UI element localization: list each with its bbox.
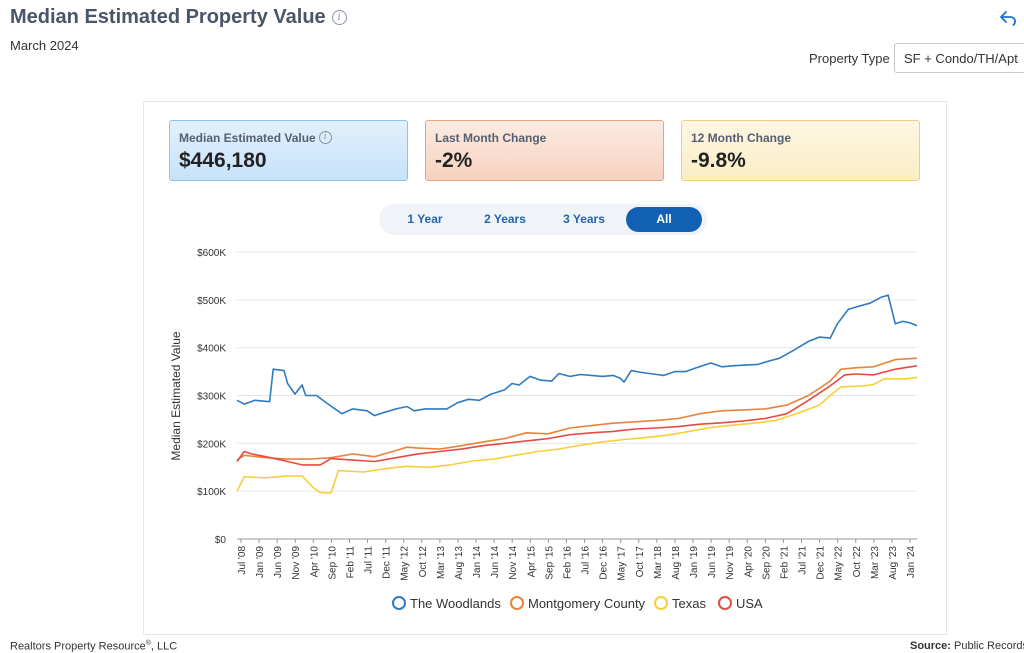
x-tick-label: Jun '14 — [490, 546, 501, 578]
card-value: -2% — [435, 149, 473, 172]
x-tick-label: Jan '24 — [906, 546, 917, 578]
y-tick-label: $300K — [197, 392, 226, 403]
chart-panel — [143, 101, 947, 635]
x-tick-label: Nov '09 — [291, 546, 302, 580]
tab-1-year[interactable]: 1 Year — [407, 212, 443, 226]
series-line-usa — [236, 365, 918, 466]
property-type-label: Property Type — [809, 51, 890, 66]
info-icon[interactable]: i — [318, 131, 332, 144]
x-tick-label: May '12 — [400, 546, 411, 581]
legend-marker — [718, 596, 732, 610]
x-tick-label: Feb '11 — [345, 546, 356, 579]
tab-3-years[interactable]: 3 Years — [563, 212, 605, 226]
x-tick-label: Dec '11 — [382, 546, 393, 579]
x-tick-label: Apr '20 — [743, 546, 754, 578]
legend-label: Montgomery County — [528, 596, 646, 611]
legend-label: USA — [736, 596, 763, 611]
x-tick-label: Feb '16 — [562, 546, 573, 579]
share-icon[interactable] — [998, 8, 1018, 28]
x-tick-label: Jan '14 — [472, 546, 483, 578]
x-tick-label: Jan '19 — [689, 546, 700, 578]
card-label: Median Estimated Value i — [179, 131, 398, 145]
x-tick-label: Nov '14 — [508, 546, 519, 580]
page-title: Median Estimated Property Value i — [10, 6, 347, 29]
x-tick-label: Jul '08 — [237, 546, 248, 575]
x-tick-label: Nov '19 — [725, 546, 736, 580]
x-axis-ticks: Jul '08 Jan '09 Jun '09 Nov '09 Apr '10 Sep '… — [237, 539, 917, 581]
tab-all[interactable]: All — [626, 207, 702, 232]
y-tick-label: $500K — [197, 296, 226, 307]
x-tick-label: Dec '21 — [816, 546, 827, 580]
x-tick-label: May '22 — [834, 546, 845, 581]
legend-item-usa[interactable]: USA — [718, 596, 763, 611]
legend-item-texas[interactable]: Texas — [654, 596, 706, 611]
series-line-montgomery-county — [236, 357, 918, 461]
x-tick-label: Aug '18 — [671, 546, 682, 580]
x-tick-label: Jun '19 — [707, 546, 718, 578]
x-tick-label: Oct '17 — [635, 546, 646, 578]
series-line-texas — [236, 376, 918, 494]
median-value-card: Median Estimated Value i $446,180 — [169, 120, 408, 181]
grid — [237, 251, 917, 540]
y-tick-label: $200K — [197, 439, 226, 450]
x-tick-label: Aug '13 — [454, 546, 465, 580]
x-tick-label: Oct '12 — [418, 546, 429, 578]
x-tick-label: Sep '20 — [761, 546, 772, 580]
x-tick-label: Oct '22 — [852, 546, 863, 578]
x-tick-label: Jul '16 — [581, 546, 592, 575]
x-tick-label: Jul '11 — [364, 546, 375, 574]
legend-label: Texas — [672, 596, 706, 611]
x-tick-label: Apr '15 — [526, 546, 537, 578]
time-range-tabs: 1 Year 2 Years 3 Years All — [379, 204, 707, 235]
x-tick-label: Sep '10 — [327, 546, 338, 580]
legend-marker — [510, 596, 524, 610]
page-subtitle: March 2024 — [10, 38, 79, 53]
legend-marker — [392, 596, 406, 610]
x-tick-label: Jul '21 — [798, 546, 809, 575]
card-label: Last Month Change — [435, 131, 547, 145]
legend-marker — [654, 596, 668, 610]
y-axis-ticks: $0 $100K $200K $300K $400K $500K $600K — [197, 248, 226, 546]
series-line-the-woodlands — [236, 294, 918, 417]
x-tick-label: Aug '23 — [888, 546, 899, 580]
x-tick-label: Mar '13 — [436, 546, 447, 579]
series-lines — [236, 294, 918, 494]
y-axis-label: Median Estimated Value — [169, 331, 183, 461]
x-tick-label: Dec '16 — [599, 546, 610, 580]
info-icon[interactable]: i — [331, 10, 347, 26]
y-tick-label: $100K — [197, 487, 226, 498]
x-tick-label: Mar '23 — [870, 546, 881, 579]
x-tick-label: Mar '18 — [653, 546, 664, 579]
card-value: -9.8% — [691, 149, 746, 172]
y-tick-label: $600K — [197, 248, 226, 259]
last-month-change-card: Last Month Change -2% — [425, 120, 664, 181]
legend-item-montgomery-county[interactable]: Montgomery County — [510, 596, 645, 611]
x-tick-label: May '17 — [617, 546, 628, 581]
twelve-month-change-card: 12 Month Change -9.8% — [681, 120, 920, 181]
y-tick-label: $0 — [215, 535, 227, 546]
footer-brand: Realtors Property Resource®, LLC — [10, 640, 178, 653]
legend-item-the-woodlands[interactable]: The Woodlands — [392, 596, 501, 611]
x-tick-label: Feb '21 — [779, 546, 790, 579]
legend-label: The Woodlands — [410, 596, 501, 611]
y-tick-label: $400K — [197, 344, 226, 355]
x-tick-label: Apr '10 — [309, 546, 320, 578]
x-tick-label: Sep '15 — [544, 546, 555, 580]
card-label: 12 Month Change — [691, 131, 792, 145]
x-tick-label: Jan '09 — [255, 546, 266, 578]
tab-2-years[interactable]: 2 Years — [484, 212, 526, 226]
card-value: $446,180 — [179, 149, 267, 172]
x-tick-label: Jun '09 — [273, 546, 284, 578]
footer-source: Source: Public Records a — [910, 640, 1024, 652]
property-type-select[interactable]: SF + Condo/TH/Apt — [894, 43, 1024, 73]
